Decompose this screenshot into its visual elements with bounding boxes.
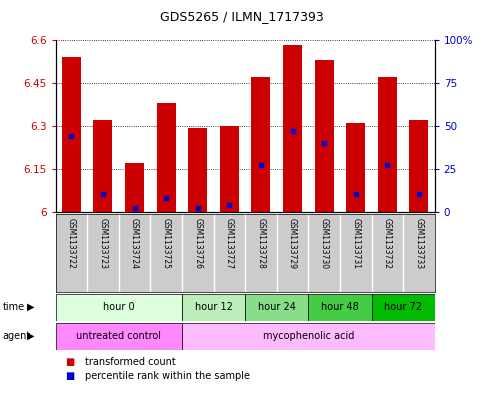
Bar [378,77,397,211]
Bar [125,163,144,211]
Text: ■: ■ [65,371,74,380]
Bar [410,120,428,211]
Text: GSM1133724: GSM1133724 [130,217,139,268]
Text: untreated control: untreated control [76,331,161,341]
Bar [346,123,365,211]
Text: GDS5265 / ILMN_1717393: GDS5265 / ILMN_1717393 [159,10,324,23]
Text: transformed count: transformed count [85,357,175,367]
Text: GSM1133726: GSM1133726 [193,217,202,268]
Text: GSM1133730: GSM1133730 [320,217,328,269]
Text: hour 72: hour 72 [384,302,422,312]
Text: GSM1133728: GSM1133728 [256,217,266,268]
Text: time: time [2,302,25,312]
Text: ▶: ▶ [27,302,34,312]
Bar [94,120,113,211]
Text: mycophenolic acid: mycophenolic acid [263,331,354,341]
Text: GSM1133733: GSM1133733 [414,217,424,269]
Text: hour 48: hour 48 [321,302,359,312]
Text: GSM1133725: GSM1133725 [162,217,170,268]
Text: GSM1133729: GSM1133729 [288,217,297,268]
Bar [220,126,239,211]
Bar [182,294,245,321]
Text: agent: agent [2,331,30,341]
Text: hour 0: hour 0 [103,302,135,312]
Bar [314,60,334,211]
Text: GSM1133723: GSM1133723 [99,217,107,268]
Bar [62,57,81,211]
Text: GSM1133732: GSM1133732 [383,217,392,268]
Text: percentile rank within the sample: percentile rank within the sample [85,371,250,380]
Text: GSM1133731: GSM1133731 [351,217,360,268]
Text: ▶: ▶ [27,331,34,341]
Bar [308,294,371,321]
Bar [182,323,435,350]
Bar [371,294,435,321]
Bar [245,294,308,321]
Bar [156,103,176,211]
Bar [252,77,270,211]
Text: ■: ■ [65,357,74,367]
Bar [188,129,207,211]
Text: GSM1133722: GSM1133722 [67,217,76,268]
Bar [56,323,182,350]
Text: hour 24: hour 24 [258,302,296,312]
Bar [56,294,182,321]
Text: hour 12: hour 12 [195,302,232,312]
Bar [283,45,302,211]
Text: GSM1133727: GSM1133727 [225,217,234,268]
